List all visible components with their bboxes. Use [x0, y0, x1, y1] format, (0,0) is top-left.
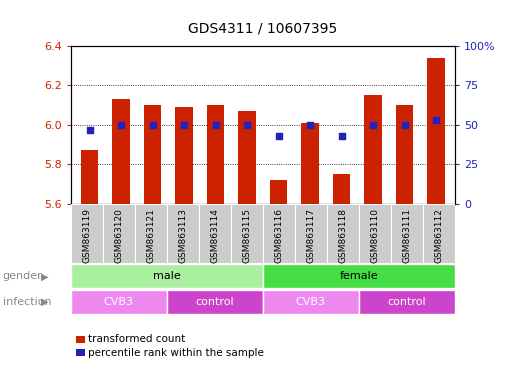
Point [369, 122, 377, 128]
Point [211, 122, 220, 128]
Bar [167, 290, 263, 314]
Text: GSM863115: GSM863115 [242, 208, 251, 263]
Bar [423, 204, 455, 263]
Text: GSM863114: GSM863114 [210, 208, 219, 263]
Text: control: control [388, 297, 426, 307]
Text: ▶: ▶ [41, 271, 48, 281]
Bar [144, 105, 161, 204]
Point [432, 117, 440, 123]
Bar [359, 204, 391, 263]
Bar [167, 204, 199, 263]
Bar [112, 99, 130, 204]
Point [306, 122, 314, 128]
Point [275, 133, 283, 139]
Bar [71, 264, 263, 288]
Text: GSM863111: GSM863111 [403, 208, 412, 263]
Text: GSM863117: GSM863117 [306, 208, 315, 263]
Bar [333, 174, 350, 204]
Text: GSM863113: GSM863113 [178, 208, 187, 263]
Text: gender: gender [3, 271, 42, 281]
Text: infection: infection [3, 297, 51, 307]
Bar [270, 180, 287, 204]
Text: GSM863119: GSM863119 [82, 208, 91, 263]
Bar [263, 264, 455, 288]
Bar [134, 204, 167, 263]
Text: transformed count: transformed count [88, 334, 186, 344]
Bar [391, 204, 423, 263]
Point [180, 122, 188, 128]
Bar [238, 111, 256, 204]
Text: percentile rank within the sample: percentile rank within the sample [88, 348, 264, 358]
Text: GSM863118: GSM863118 [338, 208, 347, 263]
Bar [199, 204, 231, 263]
Text: CVB3: CVB3 [104, 297, 134, 307]
Point [337, 133, 346, 139]
Bar [365, 95, 382, 204]
Text: GSM863112: GSM863112 [435, 208, 444, 263]
Point [85, 126, 94, 132]
Point [243, 122, 251, 128]
Bar [103, 204, 135, 263]
Bar [295, 204, 327, 263]
Bar [71, 290, 167, 314]
Bar [175, 107, 192, 204]
Text: GSM863120: GSM863120 [114, 208, 123, 263]
Text: GSM863116: GSM863116 [275, 208, 283, 263]
Bar [263, 290, 359, 314]
Bar [263, 204, 295, 263]
Text: GDS4311 / 10607395: GDS4311 / 10607395 [188, 21, 337, 35]
Text: control: control [196, 297, 234, 307]
Bar [81, 151, 98, 204]
Point [401, 122, 409, 128]
Bar [396, 105, 413, 204]
Text: female: female [339, 271, 378, 281]
Bar [301, 123, 319, 204]
Text: GSM863121: GSM863121 [146, 208, 155, 263]
Bar [427, 58, 445, 204]
Point [117, 122, 125, 128]
Bar [207, 105, 224, 204]
Bar [231, 204, 263, 263]
Text: ▶: ▶ [41, 297, 48, 307]
Bar [359, 290, 455, 314]
Text: CVB3: CVB3 [296, 297, 326, 307]
Text: GSM863110: GSM863110 [370, 208, 379, 263]
Point [149, 122, 157, 128]
Bar [327, 204, 359, 263]
Bar [71, 204, 103, 263]
Text: male: male [153, 271, 180, 281]
